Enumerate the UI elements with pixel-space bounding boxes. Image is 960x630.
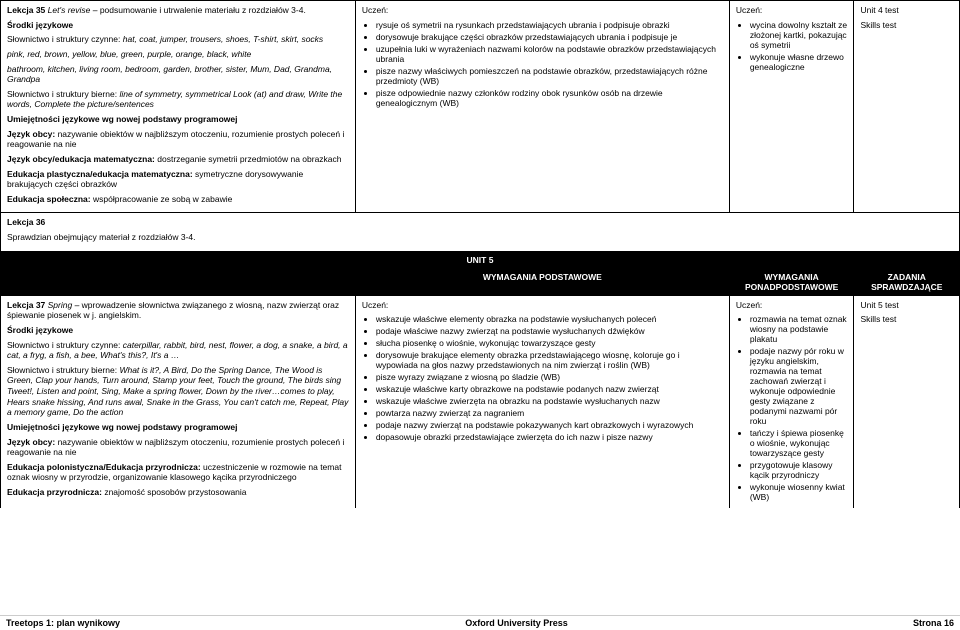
lesson-label: Lekcja 35 [7,5,48,15]
lesson-35-col3: Uczeń: wycina dowolny kształt ze złożone… [729,1,854,213]
lesson-37-col4: Unit 5 test Skills test [854,295,960,508]
footer-right: Strona 16 [913,618,954,628]
col-header-tests: ZADANIA SPRAWDZAJĄCE [854,268,960,295]
basic-req-list: wskazuje właściwe elementy obrazka na po… [362,314,723,442]
vocab-active-label: Słownictwo i struktury czynne: [7,340,123,350]
test-line: Skills test [860,20,953,31]
extra-req-list: wycina dowolny kształt ze złożonej kartk… [736,20,848,72]
eduk-przyr-label: Edukacja przyrodnicza: [7,487,104,497]
page-footer: Treetops 1: plan wynikowy Oxford Univers… [0,615,960,630]
list-item: rysuje oś symetrii na rysunkach przedsta… [376,20,723,30]
uczen-label: Uczeń: [362,5,723,16]
jezyk-mat-label: Język obcy/edukacja matematyczna: [7,154,157,164]
lesson-topic-italic: Let's revise – [48,5,100,15]
list-item: wykonuje wiosenny kwiat (WB) [750,482,848,502]
test-line: Skills test [860,314,953,325]
vocab-colors: pink, red, brown, yellow, blue, green, p… [7,49,349,60]
unit-header: UNIT 5 [1,251,960,268]
list-item: wykonuje własne drzewo genealogiczne [750,52,848,72]
list-item: wycina dowolny kształt ze złożonej kartk… [750,20,848,50]
list-item: podaje nazwy zwierząt na podstawie pokaz… [376,420,723,430]
vocab-rooms: bathroom, kitchen, living room, bedroom,… [7,64,349,85]
list-item: dorysowuje brakujące elementy obrazka pr… [376,350,723,370]
list-item: powtarza nazwy zwierząt za nagraniem [376,408,723,418]
lesson-35-row: Lekcja 35 Let's revise – podsumowanie i … [1,1,960,213]
uczen-label: Uczeń: [736,300,848,311]
lesson-label: Lekcja 37 [7,300,48,310]
uczen-label: Uczeń: [362,300,723,311]
list-item: wskazuje właściwe elementy obrazka na po… [376,314,723,324]
lesson-topic-italic: Spring – [48,300,82,310]
list-item: podaje właściwe nazwy zwierząt na podsta… [376,326,723,336]
column-headers-row: WYMAGANIA PODSTAWOWE WYMAGANIA PONADPODS… [1,268,960,295]
list-item: wskazuje właściwe karty obrazkowe na pod… [376,384,723,394]
vocab-active-label: Słownictwo i struktury czynne: [7,34,123,44]
col-header-basic: WYMAGANIA PODSTAWOWE [355,268,729,295]
lesson-37-row: Lekcja 37 Spring – wprowadzenie słownict… [1,295,960,508]
umiej-heading: Umiejętności językowe wg nowej podstawy … [7,422,349,433]
list-item: wskazuje właściwe zwierzęta na obrazku n… [376,396,723,406]
extra-req-list: rozmawia na temat oznak wiosny na podsta… [736,314,848,502]
eduk-przyr-text: znajomość sposobów przystosowania [104,487,246,497]
footer-center: Oxford University Press [465,618,568,628]
vocab-active: hat, coat, jumper, trousers, shoes, T-sh… [123,34,323,44]
curriculum-table: Lekcja 35 Let's revise – podsumowanie i … [0,0,960,508]
list-item: tańczy i śpiewa piosenkę o wiośnie, wyko… [750,428,848,458]
uczen-label: Uczeń: [736,5,848,16]
srodki-heading: Środki językowe [7,20,349,31]
lesson-topic: podsumowanie i utrwalenie materiału z ro… [100,5,306,15]
jezyk-obcy-text: nazywanie obiektów w najbliższym otoczen… [7,437,344,458]
col-header-extra: WYMAGANIA PONADPODSTAWOWE [729,268,854,295]
list-item: pisze odpowiednie nazwy członków rodziny… [376,88,723,108]
jezyk-obcy-label: Język obcy: [7,129,58,139]
lesson-37-col2: Uczeń: wskazuje właściwe elementy obrazk… [355,295,729,508]
srodki-heading: Środki językowe [7,325,349,336]
page-content: Lekcja 35 Let's revise – podsumowanie i … [0,0,960,526]
vocab-passive-label: Słownictwo i struktury bierne: [7,89,119,99]
lesson-36-label: Lekcja 36 [7,217,953,228]
eduk-pol-label: Edukacja polonistyczna/Edukacja przyrodn… [7,462,203,472]
basic-req-list: rysuje oś symetrii na rysunkach przedsta… [362,20,723,108]
eduk-plast-label: Edukacja plastyczna/edukacja matematyczn… [7,169,195,179]
footer-left: Treetops 1: plan wynikowy [6,618,120,628]
unit-header-row: UNIT 5 [1,251,960,268]
umiej-heading: Umiejętności językowe wg nowej podstawy … [7,114,349,125]
lesson-35-col2: Uczeń: rysuje oś symetrii na rysunkach p… [355,1,729,213]
jezyk-obcy-label: Język obcy: [7,437,58,447]
list-item: dopasowuje obrazki przedstawiające zwier… [376,432,723,442]
test-line: Unit 4 test [860,5,953,16]
list-item: słucha piosenkę o wiośnie, wykonując tow… [376,338,723,348]
lesson-36-cell: Lekcja 36 Sprawdzian obejmujący materiał… [1,213,960,251]
list-item: uzupełnia luki w wyrażeniach nazwami kol… [376,44,723,64]
eduk-spol-text: współpracowanie ze sobą w zabawie [93,194,232,204]
lesson-37-col3: Uczeń: rozmawia na temat oznak wiosny na… [729,295,854,508]
list-item: pisze wyrazy związane z wiosną po śladzi… [376,372,723,382]
list-item: rozmawia na temat oznak wiosny na podsta… [750,314,848,344]
jezyk-obcy-text: nazywanie obiektów w najbliższym otoczen… [7,129,344,150]
lesson-36-row: Lekcja 36 Sprawdzian obejmujący materiał… [1,213,960,251]
list-item: dorysowuje brakujące części obrazków prz… [376,32,723,42]
vocab-passive-label: Słownictwo i struktury bierne: [7,365,119,375]
eduk-spol-label: Edukacja społeczna: [7,194,93,204]
list-item: pisze nazwy właściwych pomieszczeń na po… [376,66,723,86]
lesson-37-col1: Lekcja 37 Spring – wprowadzenie słownict… [1,295,356,508]
lesson-36-text: Sprawdzian obejmujący materiał z rozdzia… [7,232,953,243]
col-header-empty [1,268,356,295]
lesson-35-col4: Unit 4 test Skills test [854,1,960,213]
list-item: podaje nazwy pór roku w języku angielski… [750,346,848,426]
lesson-35-col1: Lekcja 35 Let's revise – podsumowanie i … [1,1,356,213]
list-item: przygotowuje klasowy kącik przyrodniczy [750,460,848,480]
test-line: Unit 5 test [860,300,953,311]
jezyk-mat-text: dostrzeganie symetrii przedmiotów na obr… [157,154,341,164]
